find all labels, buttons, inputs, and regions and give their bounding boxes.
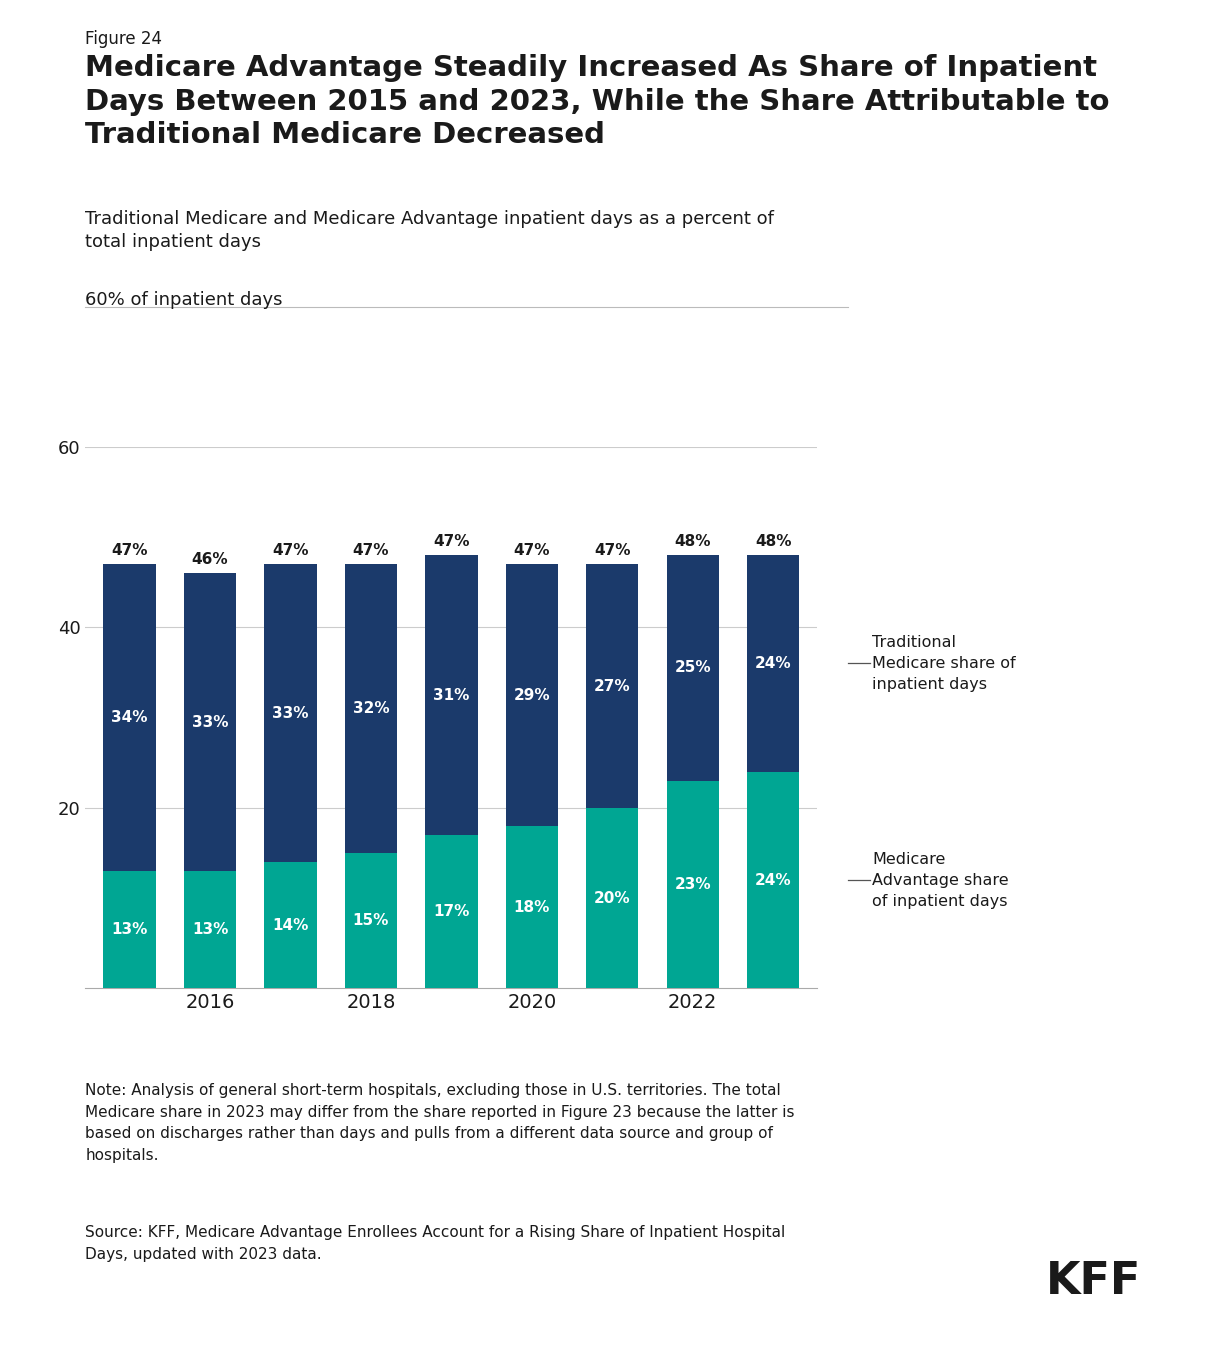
Text: Traditional Medicare and Medicare Advantage inpatient days as a percent of
total: Traditional Medicare and Medicare Advant… (85, 210, 775, 252)
Text: 47%: 47% (594, 543, 631, 558)
Text: 27%: 27% (594, 678, 631, 693)
Bar (184, 871, 237, 988)
Bar (426, 835, 477, 988)
Bar (506, 565, 558, 826)
Text: Medicare
Advantage share
of inpatient days: Medicare Advantage share of inpatient da… (872, 852, 1009, 909)
Bar (265, 862, 317, 988)
Text: 47%: 47% (353, 543, 389, 558)
Bar (666, 555, 719, 781)
Text: 32%: 32% (353, 701, 389, 716)
Text: 47%: 47% (111, 543, 148, 558)
Text: 23%: 23% (675, 877, 711, 892)
Text: 33%: 33% (272, 705, 309, 720)
Bar (104, 565, 156, 871)
Text: 14%: 14% (272, 918, 309, 933)
Bar (747, 772, 799, 988)
Text: Traditional
Medicare share of
inpatient days: Traditional Medicare share of inpatient … (872, 635, 1016, 692)
Bar (345, 853, 397, 988)
Text: Note: Analysis of general short-term hospitals, excluding those in U.S. territor: Note: Analysis of general short-term hos… (85, 1083, 795, 1163)
Text: KFF: KFF (1046, 1259, 1141, 1303)
Text: 15%: 15% (353, 913, 389, 929)
Text: 25%: 25% (675, 661, 711, 676)
Bar (506, 826, 558, 988)
Text: 47%: 47% (514, 543, 550, 558)
Text: 46%: 46% (192, 552, 228, 567)
Bar (586, 565, 638, 808)
Text: Medicare Advantage Steadily Increased As Share of Inpatient
Days Between 2015 an: Medicare Advantage Steadily Increased As… (85, 54, 1110, 149)
Bar (265, 565, 317, 862)
Text: Source: KFF, Medicare Advantage Enrollees Account for a Rising Share of Inpatien: Source: KFF, Medicare Advantage Enrollee… (85, 1225, 786, 1262)
Text: 48%: 48% (675, 533, 711, 548)
Bar (426, 555, 477, 835)
Bar (345, 565, 397, 853)
Text: 20%: 20% (594, 891, 631, 906)
Text: 47%: 47% (433, 533, 470, 548)
Text: 48%: 48% (755, 533, 792, 548)
Text: 24%: 24% (755, 872, 792, 888)
Bar (586, 808, 638, 988)
Text: Figure 24: Figure 24 (85, 30, 162, 47)
Bar (666, 781, 719, 988)
Bar (747, 555, 799, 772)
Text: 29%: 29% (514, 688, 550, 703)
Text: 18%: 18% (514, 899, 550, 915)
Text: 24%: 24% (755, 655, 792, 672)
Text: 31%: 31% (433, 688, 470, 703)
Text: 34%: 34% (111, 709, 148, 726)
Text: 17%: 17% (433, 904, 470, 919)
Text: 13%: 13% (192, 922, 228, 937)
Text: 13%: 13% (111, 922, 148, 937)
Text: 47%: 47% (272, 543, 309, 558)
Bar (104, 871, 156, 988)
Text: 60% of inpatient days: 60% of inpatient days (85, 291, 283, 309)
Bar (184, 573, 237, 871)
Text: 33%: 33% (192, 715, 228, 730)
